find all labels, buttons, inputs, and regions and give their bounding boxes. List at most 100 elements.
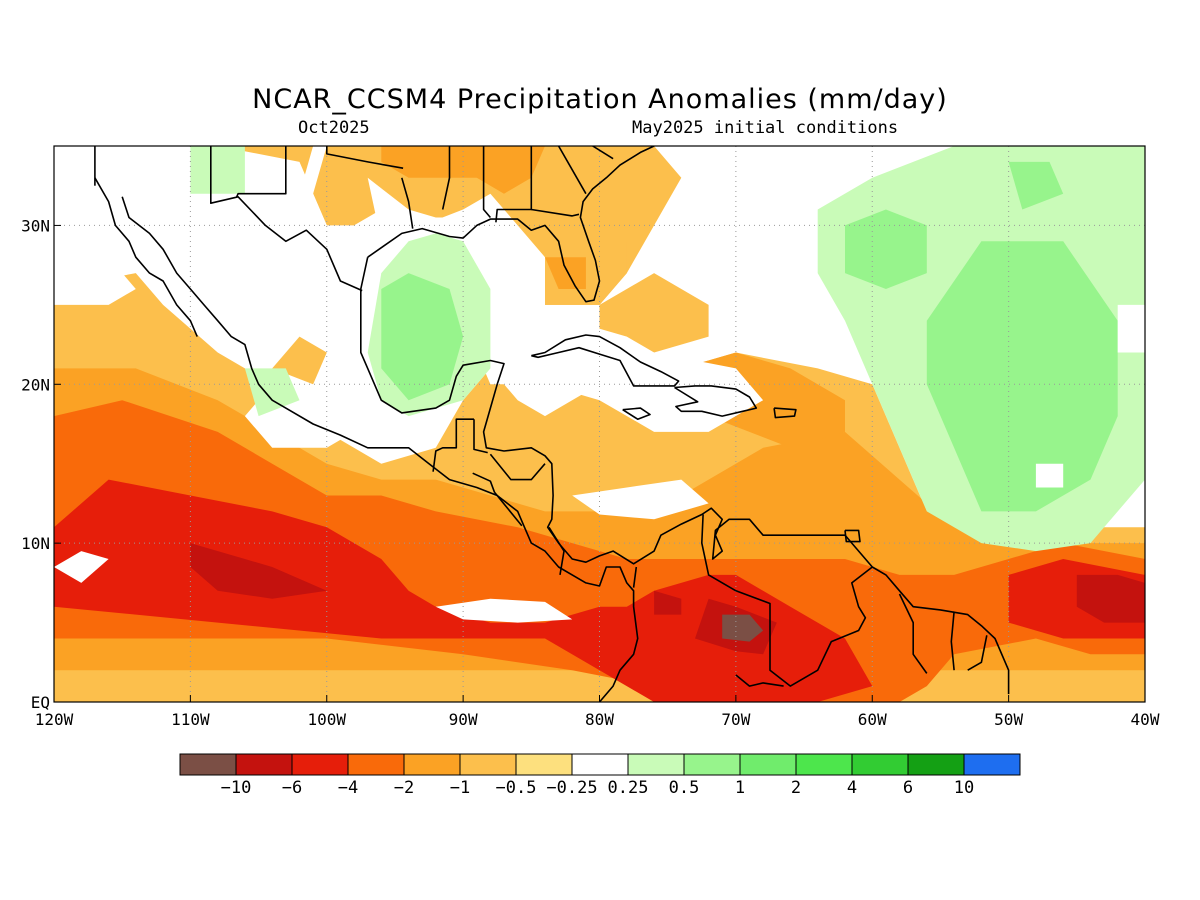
anomaly-region (545, 257, 586, 289)
coastline (401, 177, 414, 229)
anomaly-region (1076, 574, 1145, 623)
colorbar-label: −2 (394, 778, 414, 798)
coastline (472, 472, 496, 493)
coastline (367, 146, 655, 303)
gridlines (54, 146, 1145, 702)
colorbar-label: 4 (847, 778, 857, 798)
coastline (473, 419, 488, 454)
coastline (898, 593, 928, 674)
lon-tick-label: 50W (994, 710, 1023, 729)
anomaly-region (1008, 161, 1064, 210)
coastline (94, 177, 198, 337)
coastline (531, 334, 680, 387)
anomaly-region (54, 479, 873, 702)
lon-tick-label: 110W (171, 710, 210, 729)
lon-tick-label: 100W (307, 710, 346, 729)
colorbar: −10 −6 −4 −2 −1 −0.5 −0.25 0.25 0.5 1 2 4 6 10 (179, 753, 1021, 798)
colorbar-label: 10 (954, 778, 974, 798)
colorbar-swatch (515, 753, 573, 776)
colorbar-label: 6 (903, 778, 913, 798)
coastline (701, 514, 873, 687)
coastline (622, 407, 651, 420)
colorbar-swatch (739, 753, 797, 776)
anomaly-region (1035, 463, 1064, 488)
anomaly-region (926, 241, 1118, 512)
anomaly-region (381, 273, 464, 401)
colorbar-label: −4 (338, 778, 358, 798)
colorbar-label: −1 (450, 778, 470, 798)
coastline (773, 407, 797, 419)
coastline (844, 529, 861, 543)
anomaly-region (1117, 304, 1145, 353)
coastline (592, 146, 614, 160)
colorbar-swatch (459, 753, 517, 776)
coastlines-borders (94, 146, 1010, 702)
lat-tick-label: EQ (31, 693, 50, 712)
coastline (235, 146, 287, 198)
anomaly-region (244, 368, 300, 417)
colorbar-label: 0.5 (669, 778, 700, 798)
colorbar-swatch (403, 753, 461, 776)
anomaly-region (654, 590, 682, 615)
anomaly-region (599, 273, 709, 353)
colorbar-swatch (963, 753, 1021, 776)
coastline (493, 491, 523, 527)
lon-tick-label: 60W (858, 710, 887, 729)
initial-conditions-label: May2025 initial conditions (632, 118, 899, 138)
anomaly-region (190, 146, 245, 194)
colorbar-swatch (795, 753, 853, 776)
colorbar-swatch (683, 753, 741, 776)
anomaly-region (476, 320, 764, 432)
anomaly-fill-layer (54, 146, 1145, 702)
anomaly-region (654, 146, 845, 194)
anomaly-region (722, 614, 764, 642)
colorbar-swatch (179, 753, 237, 776)
colorbar-swatch (291, 753, 349, 776)
coastline (326, 146, 404, 169)
colorbar-swatch (347, 753, 405, 776)
coastline (632, 566, 638, 588)
chart-title: NCAR_CCSM4 Precipitation Anomalies (mm/d… (252, 84, 948, 115)
colorbar-swatch (571, 753, 629, 776)
lat-tick-label: 20N (21, 375, 50, 394)
lon-tick-label: 40W (1131, 710, 1160, 729)
coastline (674, 385, 758, 417)
coastline (557, 146, 587, 195)
coastline (360, 257, 1010, 695)
anomaly-region (54, 257, 136, 305)
anomaly-region (845, 209, 927, 289)
lon-tick-label: 120W (35, 710, 74, 729)
anomaly-region (572, 479, 709, 520)
lon-tick-label: 70W (721, 710, 750, 729)
forecast-month-label: Oct2025 (298, 118, 370, 138)
colorbar-label: −10 (221, 778, 252, 798)
lon-tick-label: 80W (585, 710, 614, 729)
lat-tick-label: 30N (21, 216, 50, 235)
coastline (950, 611, 955, 671)
coastline (489, 453, 546, 481)
anomaly-region (54, 551, 109, 583)
coastline (967, 635, 988, 671)
anomaly-region (435, 598, 573, 623)
colorbar-swatch (235, 753, 293, 776)
coastline (735, 674, 784, 687)
colorbar-label: −0.25 (546, 778, 597, 798)
colorbar-label: 0.25 (608, 778, 649, 798)
colorbar-label: −6 (282, 778, 302, 798)
anomaly-region (190, 543, 327, 599)
coastline (121, 196, 639, 702)
coastline (441, 146, 451, 210)
colorbar-swatch (907, 753, 965, 776)
axis-ticks: 120W 110W 100W 90W 80W 70W 60W 50W 40W EQ 10N 20N 30… (21, 216, 1160, 729)
lat-tick-label: 10N (21, 534, 50, 553)
coastline (531, 208, 580, 217)
colorbar-swatch (851, 753, 909, 776)
coastline (482, 146, 492, 219)
coastline (432, 418, 474, 472)
colorbar-swatch (627, 753, 685, 776)
colorbar-label: 2 (791, 778, 801, 798)
colorbar-label: 1 (735, 778, 745, 798)
colorbar-label: −0.5 (496, 778, 537, 798)
lon-tick-label: 90W (449, 710, 478, 729)
